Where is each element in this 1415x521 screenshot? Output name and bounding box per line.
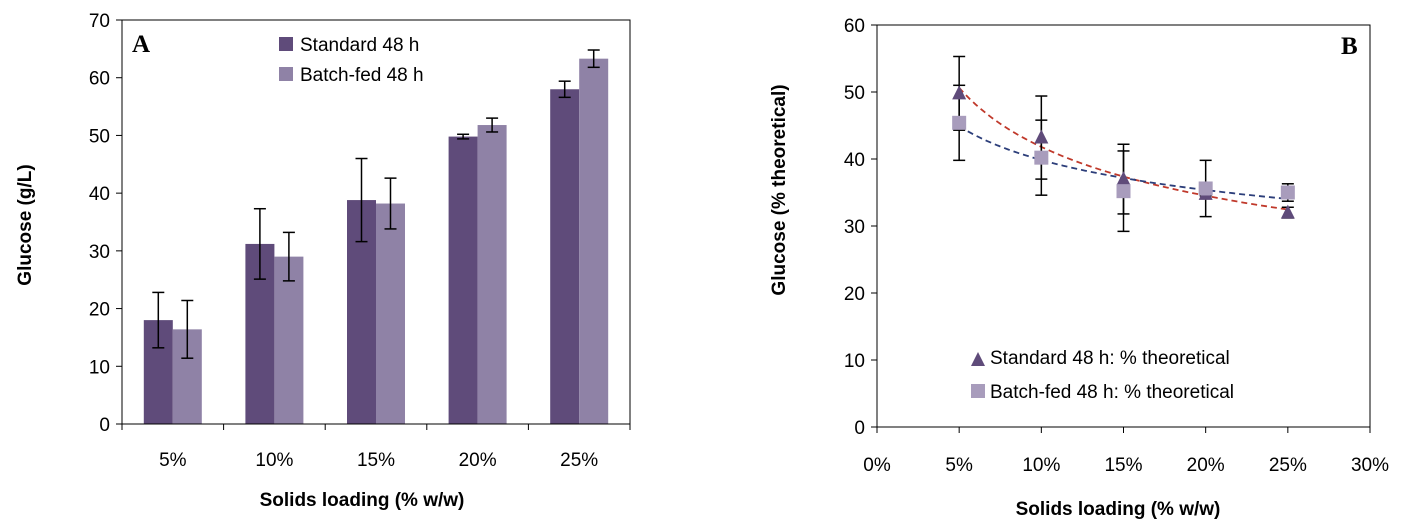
chart-b-point-batchfed [1280,185,1295,200]
chart-a-error-bar [558,80,571,99]
chart-a-error-bar [486,117,499,133]
chart-a-error-bar [355,157,368,243]
chart-a-y-tick-label: 70 [89,11,110,32]
chart-a-error-bar [384,177,397,230]
chart-a-x-tick-label: 15% [357,450,395,471]
chart-b-trendline [958,87,1288,211]
chart-b-point-standard [1034,129,1049,144]
chart-a-legend-label-batchfed: Batch-fed 48 h [300,65,424,86]
chart-a-tick-labels: 0 10 20 30 40 50 60 70 5% 10% 15% 20% 25% [89,11,598,471]
chart-a-error-bar [253,207,266,280]
chart-b-points [952,85,1295,219]
chart-b-x-tick-label: 0% [863,455,891,476]
chart-a-bars [143,58,609,424]
chart-a-x-axis-title: Solids loading (% w/w) [260,490,465,511]
chart-a-legend-label-standard: Standard 48 h [300,35,419,56]
chart-b-point-standard [952,85,967,100]
chart-a-x-tick-label: 5% [159,450,187,471]
chart-b-legend-marker-standard [971,352,985,366]
chart-b-point-batchfed [952,115,967,130]
chart-a-y-tick-label: 20 [89,300,110,321]
chart-a-error-bar [282,231,295,282]
chart-a-x-tick-label: 25% [560,450,598,471]
chart-b-x-tick-label: 25% [1269,455,1307,476]
chart-b-y-tick-label: 20 [844,284,865,305]
chart-a-y-tick-label: 0 [99,415,110,436]
chart-b-x-tick-label: 15% [1104,455,1142,476]
chart-a-bar [274,256,304,424]
chart-a-bar [477,125,507,424]
chart-a-y-tick-label: 40 [89,184,110,205]
chart-a-x-tick-label: 20% [459,450,497,471]
chart-b-legend-label-standard: Standard 48 h: % theoretical [990,348,1230,369]
chart-b-point-batchfed [1116,184,1131,199]
chart-b-legend-label-batchfed: Batch-fed 48 h: % theoretical [990,382,1234,403]
chart-b-y-tick-label: 60 [844,16,865,37]
chart-b-point-standard [1116,171,1131,186]
chart-a-bar [550,89,580,424]
chart-b-y-axis-title: Glucose (% theoretical) [769,84,790,295]
chart-a-error-bars [152,49,600,359]
chart-b-point-standard [1280,204,1295,219]
chart-b-legend-marker-batchfed [971,384,985,398]
chart-a-y-tick-label: 60 [89,69,110,90]
chart-a-bar [376,203,405,424]
chart-b-legend: Standard 48 h: % theoretical Batch-fed 4… [971,348,1234,403]
chart-a-legend: Standard 48 h Batch-fed 48 h [279,35,424,86]
chart-b-x-tick-label: 10% [1022,455,1060,476]
chart-a-axes [116,19,631,430]
chart-a-bar [448,136,478,424]
chart-a-y-tick-label: 50 [89,126,110,147]
chart-a: 0 10 20 30 40 50 60 70 5% 10% 15% 20% 25% A Solids l… [15,11,631,511]
chart-a-y-axis-title: Glucose (g/L) [15,164,36,285]
chart-b-x-axis-title: Solids loading (% w/w) [1016,499,1221,520]
chart-b-tick-labels: 0 10 20 30 40 50 60 0% 5% 10% 15% 20% 25% 30% [844,16,1389,476]
chart-b-plot-area [871,24,1371,433]
chart-b-point-batchfed [1034,150,1049,165]
chart-a-legend-swatch-standard [279,37,293,51]
chart-a-frame [121,19,631,425]
chart-b-y-tick-label: 50 [844,83,865,104]
chart-b-y-tick-label: 10 [844,351,865,372]
chart-b: 0 10 20 30 40 50 60 0% 5% 10% 15% 20% 25% 30% B Solid… [769,16,1389,520]
chart-a-panel-label: A [132,31,150,58]
chart-a-y-tick-label: 30 [89,242,110,263]
chart-b-panel-label: B [1341,33,1358,60]
chart-a-x-tick-label: 10% [255,450,293,471]
chart-b-y-tick-label: 30 [844,217,865,238]
chart-a-y-tick-label: 10 [89,357,110,378]
chart-a-legend-swatch-batchfed [279,67,293,81]
chart-a-error-bar [181,299,194,359]
chart-a-bar [579,58,609,424]
chart-b-y-tick-label: 40 [844,150,865,171]
chart-a-error-bar [587,49,600,69]
chart-b-x-tick-label: 5% [945,455,973,476]
chart-b-point-batchfed [1198,181,1213,196]
chart-a-error-bar [457,133,470,140]
chart-a-error-bar [152,291,165,349]
chart-b-error-bars [953,55,1294,233]
chart-b-x-tick-label: 20% [1187,455,1225,476]
chart-b-x-tick-label: 30% [1351,455,1389,476]
chart-b-y-tick-label: 0 [854,418,865,439]
